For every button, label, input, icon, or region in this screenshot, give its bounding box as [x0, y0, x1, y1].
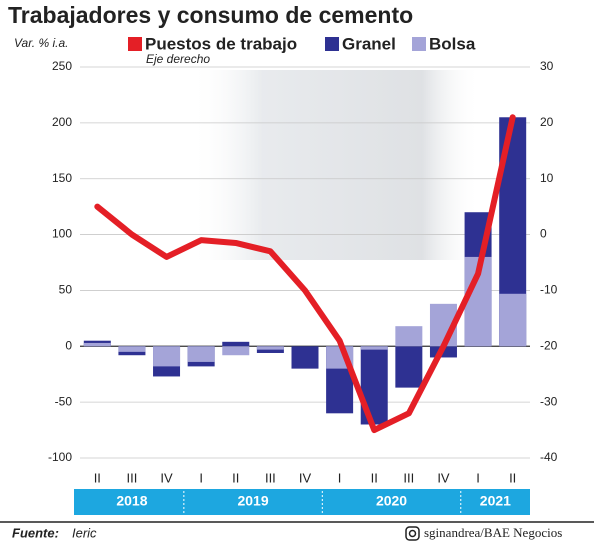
y2-tick-label: -20	[540, 338, 558, 352]
instagram-icon	[405, 526, 420, 541]
y-tick-label: -100	[48, 450, 72, 464]
bar	[222, 341, 250, 347]
x-tick-label: III	[403, 470, 414, 485]
year-label: 2019	[237, 493, 268, 509]
x-tick-label: I	[338, 470, 342, 485]
y-tick-label: 200	[52, 115, 72, 129]
y-axis-label: Var. % i.a.	[14, 36, 68, 50]
y2-tick-label: 20	[540, 115, 554, 129]
x-tick-label: II	[509, 470, 516, 485]
x-tick-label: IV	[437, 470, 450, 485]
x-tick-label: I	[476, 470, 480, 485]
legend-label: Granel	[342, 34, 396, 53]
x-tick-label: IV	[160, 470, 173, 485]
background-photo	[190, 70, 480, 260]
bar	[395, 346, 423, 388]
y2-tick-label: 10	[540, 171, 554, 185]
y2-tick-label: 0	[540, 227, 547, 241]
legend-label: Bolsa	[429, 34, 476, 53]
y2-axis-label: Eje derecho	[146, 52, 210, 66]
bar	[291, 346, 319, 369]
y-tick-label: 0	[65, 338, 72, 352]
x-tick-label: I	[199, 470, 203, 485]
bar	[153, 346, 181, 367]
y2-tick-label: -40	[540, 450, 558, 464]
x-tick-label: II	[371, 470, 378, 485]
bar	[499, 293, 527, 347]
y-tick-label: -50	[55, 394, 73, 408]
y-tick-label: 100	[52, 227, 72, 241]
year-label: 2020	[376, 493, 407, 509]
source: Ieric	[72, 525, 97, 540]
x-tick-label: II	[232, 470, 239, 485]
bar	[256, 346, 284, 350]
source-label: Fuente:	[12, 525, 59, 540]
year-label: 2018	[116, 493, 147, 509]
bar	[187, 346, 215, 362]
x-tick-label: II	[94, 470, 101, 485]
bar	[222, 346, 250, 356]
legend-label: Puestos de trabajo	[145, 34, 297, 53]
y-tick-label: 150	[52, 171, 72, 185]
year-label: 2021	[480, 493, 511, 509]
legend-swatch	[128, 37, 142, 51]
bar	[395, 326, 423, 347]
year-band	[74, 489, 530, 515]
chart-title: Trabajadores y consumo de cemento	[8, 2, 413, 28]
bar	[83, 342, 111, 347]
bar	[360, 346, 388, 350]
line	[94, 114, 516, 434]
x-tick-label: III	[265, 470, 276, 485]
y2-tick-label: -30	[540, 394, 558, 408]
y2-tick-label: 30	[540, 59, 554, 73]
legend-swatch	[325, 37, 339, 51]
credit: sginandrea/BAE Negocios	[424, 525, 562, 540]
y-tick-label: 250	[52, 59, 72, 73]
y2-tick-label: -10	[540, 283, 558, 297]
bar	[118, 346, 146, 352]
y-tick-label: 50	[59, 283, 73, 297]
legend-swatch	[412, 37, 426, 51]
x-tick-label: IV	[299, 470, 312, 485]
x-tick-label: III	[127, 470, 138, 485]
instagram-icon-lens	[408, 529, 417, 538]
